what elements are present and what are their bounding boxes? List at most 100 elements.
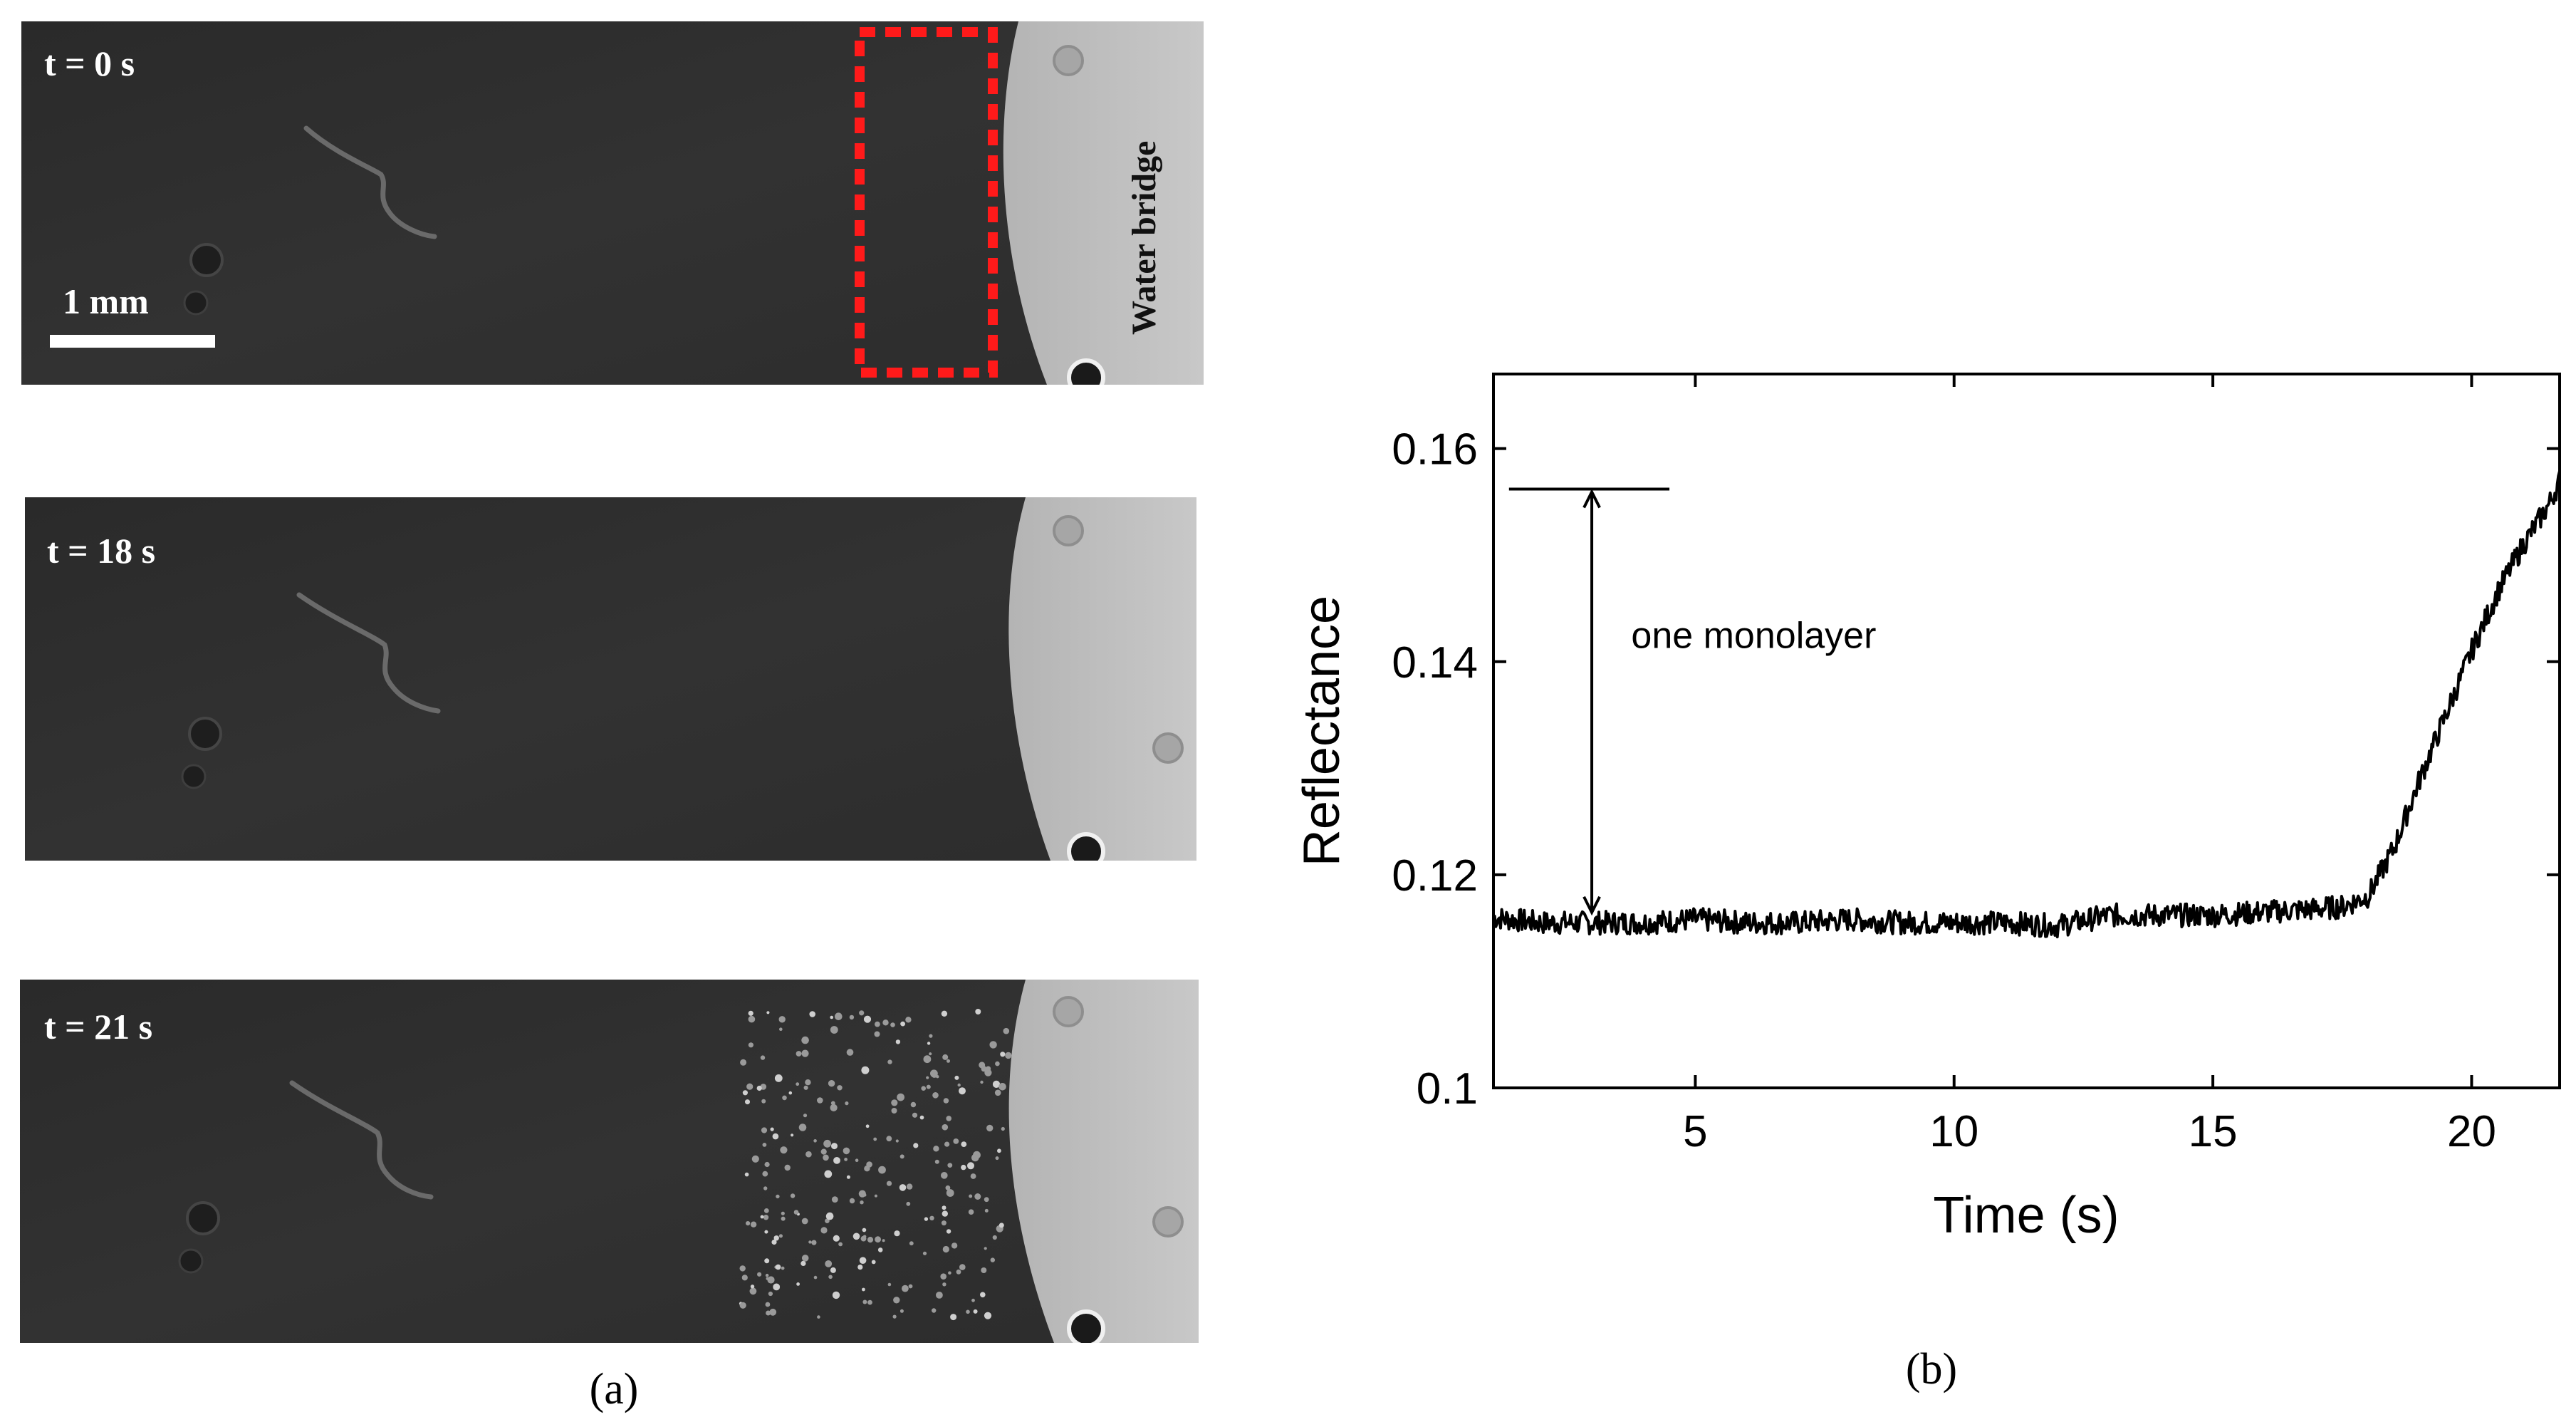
droplet <box>796 1082 800 1086</box>
droplet <box>835 1012 843 1020</box>
droplet <box>782 1095 787 1101</box>
droplet <box>887 1282 892 1287</box>
bubble-particle <box>183 290 209 316</box>
droplet <box>998 1083 1006 1091</box>
droplet <box>961 1164 966 1171</box>
droplet <box>980 1292 986 1298</box>
x-tick-label: 20 <box>2447 1107 2496 1156</box>
droplet <box>944 1141 950 1147</box>
droplet <box>740 1059 747 1066</box>
droplet <box>957 1083 961 1087</box>
droplet <box>859 1257 867 1264</box>
droplet <box>769 1308 777 1316</box>
fiber-debris <box>296 592 441 714</box>
y-axis: 0.1 0.12 0.14 0.16 <box>1392 425 2560 1114</box>
droplet <box>764 1258 770 1264</box>
droplet <box>765 1273 769 1277</box>
droplet <box>874 1031 880 1037</box>
droplet <box>861 1066 870 1074</box>
droplet <box>942 1245 949 1253</box>
droplet <box>947 1059 950 1063</box>
droplet <box>766 1011 770 1015</box>
droplet <box>780 1146 788 1154</box>
droplet <box>959 1264 966 1270</box>
droplet <box>974 1193 981 1200</box>
droplet <box>989 1041 997 1049</box>
droplet <box>760 1055 766 1060</box>
microscopy-frame-2 <box>20 980 1199 1343</box>
droplet <box>763 1186 768 1190</box>
droplet <box>803 1085 808 1090</box>
droplet <box>926 1076 929 1079</box>
droplet <box>997 1148 1001 1153</box>
droplet <box>929 1034 933 1038</box>
droplet <box>825 1212 834 1220</box>
droplet <box>823 1139 831 1148</box>
droplet <box>750 1285 755 1289</box>
droplet <box>875 1021 880 1027</box>
droplet <box>817 1097 823 1104</box>
droplet <box>906 1183 913 1190</box>
droplet <box>906 1201 911 1206</box>
droplet <box>922 1251 927 1255</box>
droplet <box>862 1287 865 1292</box>
droplet <box>859 1010 865 1016</box>
water-bridge-region <box>1008 497 1196 861</box>
droplet <box>796 1282 800 1286</box>
droplet-cluster <box>739 1009 1012 1321</box>
droplet <box>796 1051 802 1057</box>
droplet <box>875 1236 881 1243</box>
droplet <box>900 1021 905 1027</box>
droplet <box>905 1017 912 1023</box>
droplet <box>781 1216 786 1221</box>
panel-b: 5 10 15 20 0.1 0.12 0.14 0.16 one monolayer Ti… <box>1293 373 2561 1394</box>
droplet <box>966 1309 970 1314</box>
droplet <box>765 1302 771 1307</box>
bubble-particle <box>178 1248 204 1274</box>
droplet <box>878 1166 886 1174</box>
scale-bar <box>50 335 215 348</box>
droplet <box>745 1099 750 1105</box>
droplet <box>824 1170 833 1178</box>
droplet <box>975 1009 981 1015</box>
droplet <box>811 1240 817 1245</box>
droplet <box>773 1283 781 1291</box>
bubble-particle <box>186 1201 220 1235</box>
droplet <box>1005 1052 1012 1059</box>
droplet <box>956 1269 961 1275</box>
droplet <box>762 1143 767 1147</box>
droplet <box>891 1108 897 1114</box>
droplet <box>825 1218 830 1223</box>
panel-a: t = 0 s 1 mm Water bridge t = 18 s <box>20 21 1204 1413</box>
y-tick-label: 0.16 <box>1392 425 1478 474</box>
droplet <box>778 1016 786 1023</box>
droplet <box>946 1189 954 1197</box>
droplet <box>774 1074 783 1082</box>
droplet <box>801 1218 808 1225</box>
droplet <box>771 1239 777 1245</box>
droplet <box>882 1019 889 1026</box>
droplet <box>992 1080 1001 1088</box>
droplet <box>942 1054 949 1060</box>
droplet <box>751 1155 759 1163</box>
droplet <box>992 1235 997 1240</box>
droplet <box>908 1284 913 1289</box>
droplet <box>970 1173 976 1179</box>
droplet <box>942 1210 949 1217</box>
droplet <box>984 1208 989 1213</box>
droplet <box>742 1090 748 1096</box>
droplet <box>808 1240 812 1244</box>
droplet <box>746 1083 753 1090</box>
y-tick-label: 0.14 <box>1392 638 1478 687</box>
roi-box <box>855 27 998 378</box>
droplet <box>871 1260 876 1265</box>
droplet <box>823 1154 829 1161</box>
droplet <box>852 1233 860 1240</box>
frame-time-label: t = 18 s <box>47 531 155 571</box>
droplet <box>862 1299 867 1304</box>
droplet <box>790 1193 796 1198</box>
droplet <box>1001 1126 1005 1131</box>
droplet <box>763 1215 769 1220</box>
bubble-particle <box>1053 515 1084 546</box>
